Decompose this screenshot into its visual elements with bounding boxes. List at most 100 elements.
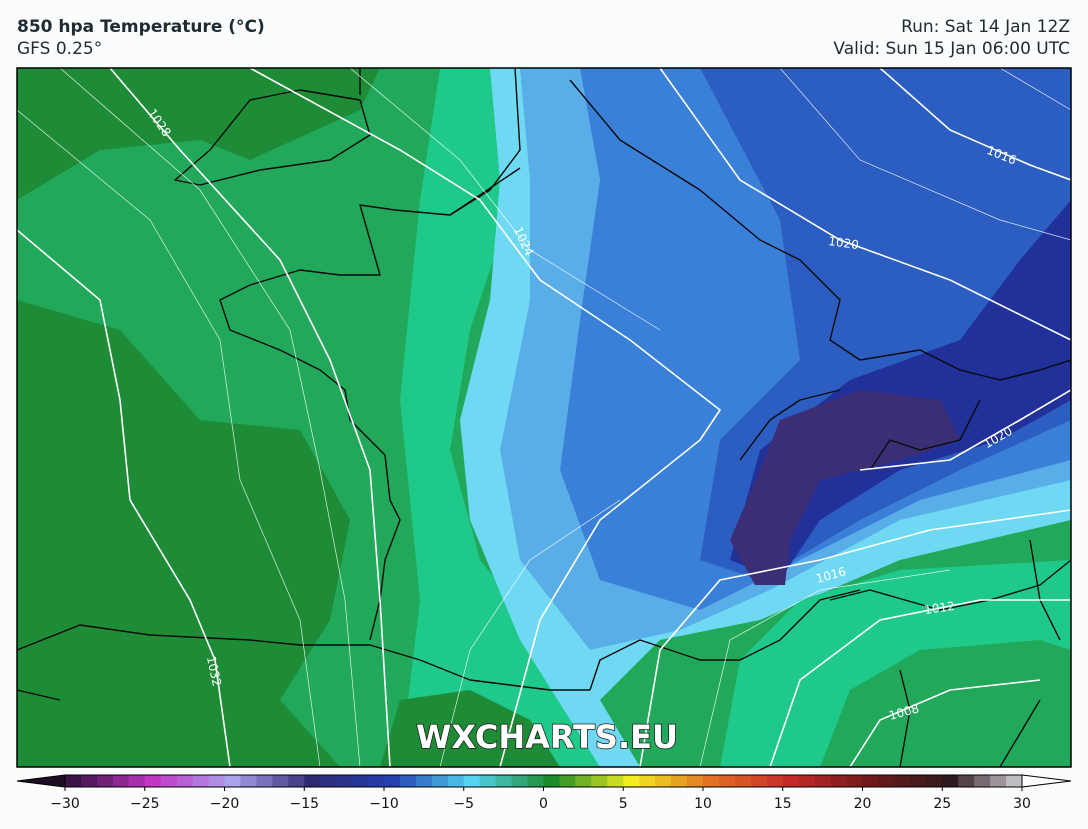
colorbar-cell [240,775,257,787]
field [17,300,350,767]
colorbar-cell [320,775,337,787]
colorbar-tick-label: −30 [50,796,80,812]
coastline [219,167,521,641]
colorbar-cell [687,775,704,787]
colorbar-cell [942,775,959,787]
colorbar-extend [1021,774,1072,788]
colorbar-cell [734,775,752,787]
model: GFS 0.25° [17,39,102,59]
colorbar-cell [527,775,544,787]
isobar [849,679,1041,767]
colorbar-cell [368,775,385,787]
isobar [109,68,391,767]
colorbar-cell [655,775,672,787]
run: Run: Sat 14 Jan 12Z [901,17,1070,37]
colorbar-tick-label: −20 [210,796,240,812]
colorbar-cell [718,775,736,787]
coastline [17,624,590,701]
colorbar-cell [80,775,98,787]
colorbar-tick-label: −15 [289,796,319,812]
colorbar-tick-label: −10 [369,796,399,812]
colorbar-cell [511,775,529,787]
colorbar-cell [543,775,560,787]
colorbar-cell [782,775,800,787]
watermark: WXCHARTS.EU [416,718,678,756]
colorbar-cell [926,775,943,787]
isobar [659,68,1071,341]
map: 1028 1024 1020 1016 1020 1016 1012 1008 … [17,68,1071,767]
colorbar-cell [288,775,305,787]
map-frame [16,67,1072,768]
colorbar-cell [192,775,210,787]
colorbar-cell [431,775,449,787]
colorbar-cell [336,775,353,787]
colorbar-tick-label: 5 [619,796,628,812]
coastline [589,559,1071,691]
colorbar-cell [399,775,417,787]
colorbar-tick-label: 0 [539,796,548,812]
colorbar-cell [639,775,656,787]
colorbar-cell [352,775,369,787]
colorbar-cell [1006,775,1023,787]
colorbar-cell [479,775,497,787]
isobar [249,68,722,767]
colorbar-cell [304,775,321,787]
colorbar-extend [16,774,66,788]
colorbar-cell [160,775,178,787]
colorbar-cell [623,775,640,787]
colorbar-cell [575,775,592,787]
colorbar-cell [766,775,784,787]
colorbar-cell [495,775,513,787]
colorbar-cell [607,775,624,787]
field [820,640,1071,767]
colorbar-cell [830,775,848,787]
colorbar-cell [272,775,289,787]
colorbar-cell [894,775,911,787]
colorbar-cell [415,775,433,787]
isobar-label: 1032 [204,655,224,688]
colorbar-cell [256,775,273,787]
coastline [174,89,371,186]
field [730,390,960,585]
isobar-label: 1020 [827,234,859,252]
colorbar-cell [878,775,895,787]
colorbar-cell [846,775,863,787]
colorbar-tick-label: 30 [1013,796,1031,812]
colorbar-cell [671,775,688,787]
colorbar-cell [128,775,146,787]
field [380,690,560,767]
isobar [879,68,1071,181]
colorbar-cell [750,775,768,787]
colorbar-cell [910,775,927,787]
isobar [769,599,1071,767]
colorbar-cell [990,775,1007,787]
colorbar-tick-label: −5 [453,796,474,812]
colorbar-cell [703,775,720,787]
isobar [639,509,1071,767]
colorbar-tick-label: 25 [933,796,951,812]
valid: Valid: Sun 15 Jan 06:00 UTC [833,39,1070,59]
colorbar-cell [208,775,225,787]
field [17,68,380,200]
colorbar-cell [384,775,401,787]
colorbar-cell [447,775,465,787]
colorbar-cell [463,775,481,787]
colorbar-cell [176,775,194,787]
colorbar-cell [974,775,991,787]
colorbar-cell [112,775,130,787]
colorbar-tick-label: 10 [694,796,712,812]
isobar [17,229,231,767]
colorbar-cell [798,775,816,787]
colorbar-tick-label: −25 [130,796,160,812]
colorbar-cell [814,775,832,787]
colorbar-cell [591,775,608,787]
colorbar-cell [559,775,576,787]
colorbar-tick-label: 15 [774,796,792,812]
isobar-label: 1012 [923,599,955,617]
colorbar-tick-label: 20 [854,796,872,812]
field [400,68,620,767]
colorbar: −30 −25 −20 −15 −10 −5 0 5 10 15 20 25 30 [16,774,1072,812]
colorbar-cell [96,775,114,787]
colorbar-cell [958,775,975,787]
